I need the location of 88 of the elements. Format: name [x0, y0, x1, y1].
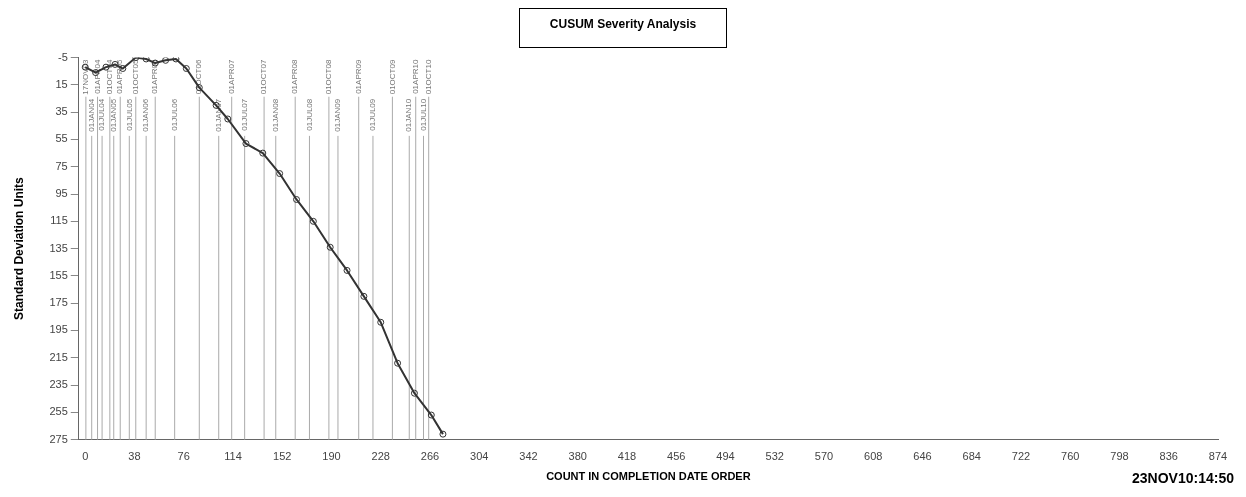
y-tick-label: -5	[57, 50, 68, 63]
y-tick-label: 35	[55, 105, 68, 118]
x-tick-label: 418	[617, 450, 637, 463]
y-tick-label: 195	[49, 323, 68, 336]
point	[343, 266, 351, 274]
x-tick-label: 494	[716, 450, 735, 463]
x-tick-label: 380	[568, 450, 587, 463]
point	[182, 65, 190, 73]
ref-line-label: 01JUL06	[169, 98, 179, 131]
ref-line-label: 01JAN07	[213, 98, 223, 132]
ref-line-label: 01JUL05	[124, 98, 134, 131]
ref-line-label: 01JUL09	[368, 98, 378, 131]
x-tick-label: 114	[224, 450, 242, 463]
point	[427, 411, 435, 419]
ref-line-label: 01OCT08	[324, 59, 334, 95]
ref-line-label: 01JAN06	[141, 98, 151, 132]
point	[142, 57, 150, 63]
y-tick-label: 175	[49, 296, 68, 309]
point	[259, 149, 267, 157]
ref-line-label: 01JUL08	[304, 98, 314, 131]
y-tick-label: 215	[49, 350, 68, 363]
point	[172, 57, 180, 63]
ref-line-label: 01JUL10	[418, 98, 428, 131]
x-tick-label: 760	[1061, 450, 1080, 463]
y-tick-label: 255	[49, 405, 68, 418]
point	[224, 115, 232, 123]
point	[242, 140, 250, 148]
point	[326, 243, 334, 251]
ref-line-label: 01OCT07	[259, 59, 269, 95]
x-tick-label: 304	[470, 450, 489, 463]
point	[377, 318, 385, 326]
ref-line-label: 01JAN08	[270, 98, 280, 132]
x-tick-label: 266	[420, 450, 440, 463]
x-tick-label: 456	[667, 450, 686, 463]
y-axis-title: Standard Deviation Units	[11, 176, 26, 320]
x-tick-label: 228	[371, 450, 390, 463]
x-tick-label: 342	[519, 450, 538, 463]
x-tick-label: 532	[765, 450, 784, 463]
ref-line-label: 01JAN04	[86, 98, 96, 132]
ref-line-label: 01JAN05	[108, 98, 118, 132]
ref-line-label: 01APR09	[353, 59, 363, 94]
text: 23NOV10:14:50	[1132, 470, 1234, 486]
ref-line-label: 01JUL04	[97, 98, 107, 131]
ref-line-label: 01OCT09	[387, 59, 397, 95]
ref-line-label: 17NOV03	[81, 59, 91, 95]
ref-line-label: 01APR10	[410, 59, 420, 94]
x-tick-label: 684	[962, 450, 981, 463]
x-tick-label: 570	[814, 450, 834, 463]
ref-line-label: 01JAN10	[404, 98, 414, 132]
y-tick-label: 135	[49, 241, 68, 254]
point	[309, 217, 317, 225]
point	[292, 195, 300, 203]
ref-line-label: 01OCT04	[105, 59, 115, 95]
y-tick-label: 15	[55, 77, 68, 90]
point	[394, 359, 402, 367]
ref-line-label: 01APR04	[92, 59, 102, 94]
point	[276, 170, 284, 178]
point	[410, 389, 418, 397]
x-tick-label: 608	[864, 450, 883, 463]
x-tick-label: 646	[913, 450, 932, 463]
y-tick-label: 75	[55, 159, 68, 172]
point	[439, 430, 447, 438]
x-tick-label: 798	[1110, 450, 1129, 463]
ref-line-label: 01APR06	[150, 59, 160, 94]
ref-line-label: 01APR08	[290, 59, 300, 94]
x-axis-title: COUNT IN COMPLETION DATE ORDER	[546, 470, 751, 483]
point	[360, 292, 368, 300]
x-tick-label: 836	[1159, 450, 1178, 463]
x-tick-label: 722	[1011, 450, 1031, 463]
x-tick-label: 874	[1208, 450, 1228, 463]
x-tick-label: 152	[273, 450, 292, 463]
x-tick-label: 0	[82, 450, 89, 463]
y-tick-label: 95	[55, 187, 68, 200]
point	[162, 57, 170, 64]
y-tick-label: 155	[49, 268, 68, 281]
y-tick-label: 115	[50, 214, 68, 227]
ref-line-label: 01OCT10	[423, 59, 433, 95]
chart-title: CUSUM Severity Analysis	[518, 8, 728, 48]
x-tick-label: 190	[322, 450, 341, 463]
ref-line-label: 01OCT05	[130, 59, 140, 95]
ref-line-label: 01JAN09	[333, 98, 343, 132]
y-tick-label: 235	[49, 378, 68, 391]
x-tick-label: 76	[177, 450, 190, 463]
y-tick-label: 275	[49, 432, 68, 445]
y-tick-label: 55	[55, 132, 68, 145]
x-tick-label: 38	[128, 450, 141, 463]
ref-line-label: 01JUL07	[239, 98, 249, 131]
ref-line-label: 01APR07	[226, 59, 236, 94]
